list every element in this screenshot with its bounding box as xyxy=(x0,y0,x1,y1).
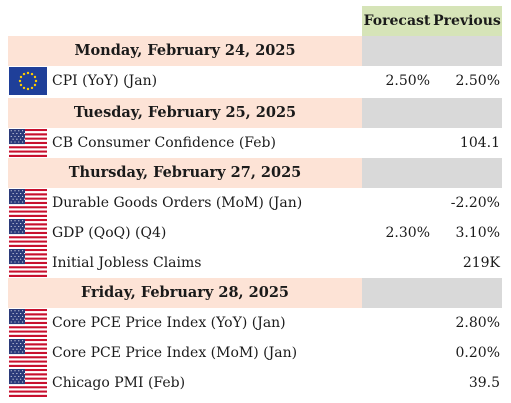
event-previous: 3.10% xyxy=(455,225,500,241)
event-row: GDP (QoQ) (Q4) 2.30% 3.10% xyxy=(8,218,502,248)
event-forecast xyxy=(362,188,430,218)
event-previous: 104.1 xyxy=(459,135,500,151)
day-header-side xyxy=(362,158,502,188)
event-row: Initial Jobless Claims 219K xyxy=(8,248,502,278)
table-header: Forecast Previous xyxy=(0,6,511,36)
us-flag-icon xyxy=(9,339,47,367)
event-previous: 2.50% xyxy=(455,73,500,89)
event-previous: 39.5 xyxy=(468,375,500,391)
us-flag-icon xyxy=(9,219,47,247)
day-title: Monday, February 24, 2025 xyxy=(8,36,362,66)
day-header-tuesday: Tuesday, February 25, 2025 xyxy=(8,98,502,128)
event-forecast xyxy=(362,128,430,158)
us-flag-icon xyxy=(9,369,47,397)
event-name: CB Consumer Confidence (Feb) xyxy=(52,135,276,151)
day-header-side xyxy=(362,278,502,308)
event-previous: 0.20% xyxy=(455,345,500,361)
event-row: Core PCE Price Index (YoY) (Jan) 2.80% xyxy=(8,308,502,338)
day-header-thursday: Thursday, February 27, 2025 xyxy=(8,158,502,188)
previous-column-header: Previous xyxy=(433,13,501,29)
event-previous: 219K xyxy=(462,255,500,271)
event-name: Core PCE Price Index (MoM) (Jan) xyxy=(52,345,298,361)
event-previous: 2.80% xyxy=(455,315,500,331)
us-flag-icon xyxy=(9,189,47,217)
event-row: Core PCE Price Index (MoM) (Jan) 0.20% xyxy=(8,338,502,368)
event-row: Chicago PMI (Feb) 39.5 xyxy=(8,368,502,398)
event-forecast: 2.30% xyxy=(385,225,430,241)
event-row: CB Consumer Confidence (Feb) 104.1 xyxy=(8,128,502,158)
eu-flag-icon xyxy=(9,67,47,95)
day-header-friday: Friday, February 28, 2025 xyxy=(8,278,502,308)
us-flag-icon xyxy=(9,309,47,337)
event-forecast xyxy=(362,338,430,368)
day-header-side xyxy=(362,98,502,128)
day-title: Friday, February 28, 2025 xyxy=(8,278,362,308)
day-header-monday: Monday, February 24, 2025 xyxy=(8,36,502,66)
event-name: CPI (YoY) (Jan) xyxy=(52,73,158,89)
event-forecast xyxy=(362,368,430,398)
event-name: Initial Jobless Claims xyxy=(52,255,202,271)
forecast-column-header: Forecast xyxy=(363,13,431,29)
us-flag-icon xyxy=(9,249,47,277)
event-forecast xyxy=(362,308,430,338)
event-previous: -2.20% xyxy=(450,195,500,211)
event-name: Durable Goods Orders (MoM) (Jan) xyxy=(52,195,303,211)
day-title: Thursday, February 27, 2025 xyxy=(8,158,362,188)
event-forecast xyxy=(362,248,430,278)
day-title: Tuesday, February 25, 2025 xyxy=(8,98,362,128)
event-row: CPI (YoY) (Jan) 2.50% 2.50% xyxy=(8,66,502,96)
event-name: Chicago PMI (Feb) xyxy=(52,375,186,391)
event-row: Durable Goods Orders (MoM) (Jan) -2.20% xyxy=(8,188,502,218)
day-header-side xyxy=(362,36,502,66)
header-background xyxy=(362,6,502,36)
event-forecast: 2.50% xyxy=(385,73,430,89)
event-name: GDP (QoQ) (Q4) xyxy=(52,225,167,241)
event-name: Core PCE Price Index (YoY) (Jan) xyxy=(52,315,286,331)
us-flag-icon xyxy=(9,129,47,157)
